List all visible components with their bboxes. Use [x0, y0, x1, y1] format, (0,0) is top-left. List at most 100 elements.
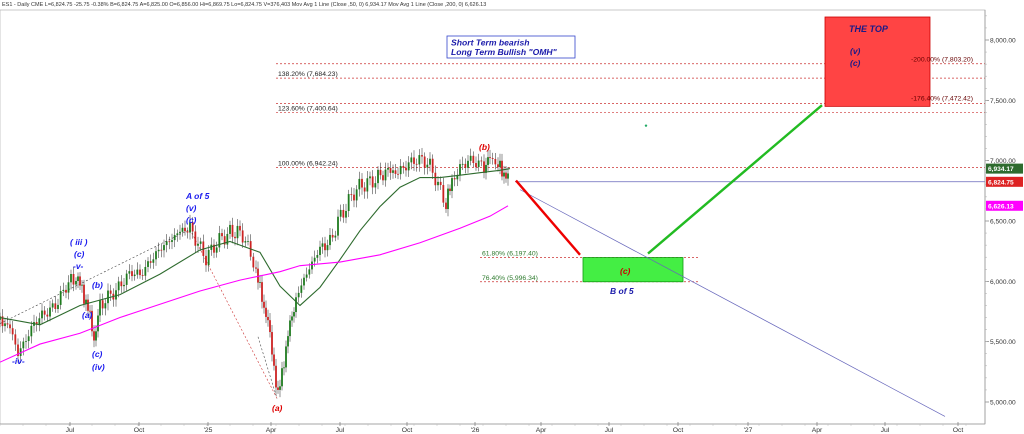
ma50-line [0, 168, 511, 326]
candle-body [59, 290, 62, 305]
candle-body [236, 225, 239, 239]
candle-body [505, 172, 507, 179]
candle-body [54, 303, 57, 309]
candle-body [176, 233, 179, 236]
candle-body [229, 224, 231, 234]
candle-body [14, 334, 17, 345]
candle-body [464, 163, 467, 168]
candle-body [437, 181, 439, 186]
projection-down-arrow [515, 179, 581, 256]
x-tick-label: '25 [204, 427, 213, 434]
candle-body [477, 160, 480, 168]
wave-b-big: (b) [479, 142, 490, 152]
candle-body [141, 275, 144, 276]
candle-body [263, 301, 265, 308]
candle-body [394, 170, 397, 174]
candle-body [57, 304, 59, 309]
candle-body [295, 297, 297, 313]
candle-body [497, 164, 499, 168]
candle-body [285, 346, 287, 368]
candle-body [234, 236, 236, 239]
wave-iii-c: (c) [74, 249, 85, 259]
candle-body [475, 163, 477, 168]
candle-body [407, 162, 410, 171]
fib-label: 123.60% (7,400.64) [278, 105, 338, 112]
candle-body [46, 314, 49, 317]
candle-body [62, 289, 65, 291]
candle-body [374, 183, 377, 188]
candle-body [418, 155, 421, 165]
candle-body [261, 282, 263, 302]
candle-body [467, 160, 469, 168]
candle-body [426, 164, 429, 168]
candle-body [384, 169, 387, 181]
a-wave-line-2 [257, 336, 278, 399]
candle-body [255, 267, 257, 269]
wave-a-small: (a) [82, 310, 93, 320]
candle-body [131, 271, 133, 277]
x-tick-label: Apr [266, 427, 277, 434]
y-tick-label: 6,500.00 [990, 219, 1016, 226]
x-tick-label: '27 [744, 427, 753, 434]
y-tick-label: 7,500.00 [990, 98, 1016, 105]
candle-body [265, 307, 267, 317]
x-tick-label: Jul [66, 427, 75, 434]
fib-label: 138.20% (7,684.23) [278, 71, 338, 78]
x-tick-label: Apr [812, 427, 823, 434]
candle-body [152, 259, 155, 263]
candle-body [199, 241, 202, 244]
candle-body [389, 167, 392, 173]
candle-body [305, 274, 308, 278]
candle-body [75, 280, 77, 285]
candle-body [149, 261, 152, 263]
candle-body [95, 331, 97, 341]
wave-c-iv-1: (c) [92, 349, 103, 359]
candle-body [197, 243, 199, 246]
candle-body [101, 300, 104, 309]
candle-body [83, 284, 85, 304]
candle-body [99, 300, 101, 316]
candle-body [321, 243, 324, 247]
candle-body [89, 310, 91, 312]
candle-body [81, 284, 83, 286]
candle-body [168, 241, 171, 243]
candle-body [507, 173, 509, 179]
candle-body [447, 188, 449, 210]
candle-body [117, 281, 120, 291]
candle-body [355, 189, 358, 201]
candle-body [487, 157, 489, 165]
candle-body [415, 163, 418, 165]
candle-body [115, 290, 117, 300]
candle-body [421, 155, 423, 157]
candle-body [189, 222, 191, 233]
projections [515, 104, 823, 256]
candle-body [51, 303, 54, 308]
candle-body [361, 178, 363, 188]
candle-body [213, 244, 215, 253]
fib-label: 76.40% (5,996.34) [482, 275, 538, 282]
candle-body [489, 157, 491, 159]
x-tick-label: Oct [402, 427, 413, 434]
candle-body [191, 222, 194, 232]
candle-body [434, 172, 437, 186]
candle-body [342, 209, 345, 218]
candle-body [144, 266, 147, 276]
candle-body [431, 158, 434, 173]
ma200-line [0, 205, 509, 363]
candle-body [259, 282, 261, 283]
wave-c-iv-2: (iv) [92, 362, 105, 372]
chart-header-text: ES1 - Daily CME L=6,824.75 -25.75 -0.38%… [2, 2, 486, 8]
x-tick-label: Oct [134, 427, 145, 434]
wave-a5-v: (v) [186, 203, 197, 213]
candle-body [363, 187, 366, 192]
annotation-box: Short Term bearish Long Term Bullish "OM… [446, 35, 576, 59]
candle-body [459, 164, 461, 175]
y-tick-label: 6,000.00 [990, 279, 1016, 286]
candle-body [120, 281, 123, 287]
candle-body [11, 328, 14, 335]
candle-body [405, 167, 407, 171]
candle-body [163, 245, 165, 251]
candle-body [469, 155, 472, 161]
candle-body [27, 336, 30, 342]
top-wave-v: (v) [850, 46, 861, 56]
